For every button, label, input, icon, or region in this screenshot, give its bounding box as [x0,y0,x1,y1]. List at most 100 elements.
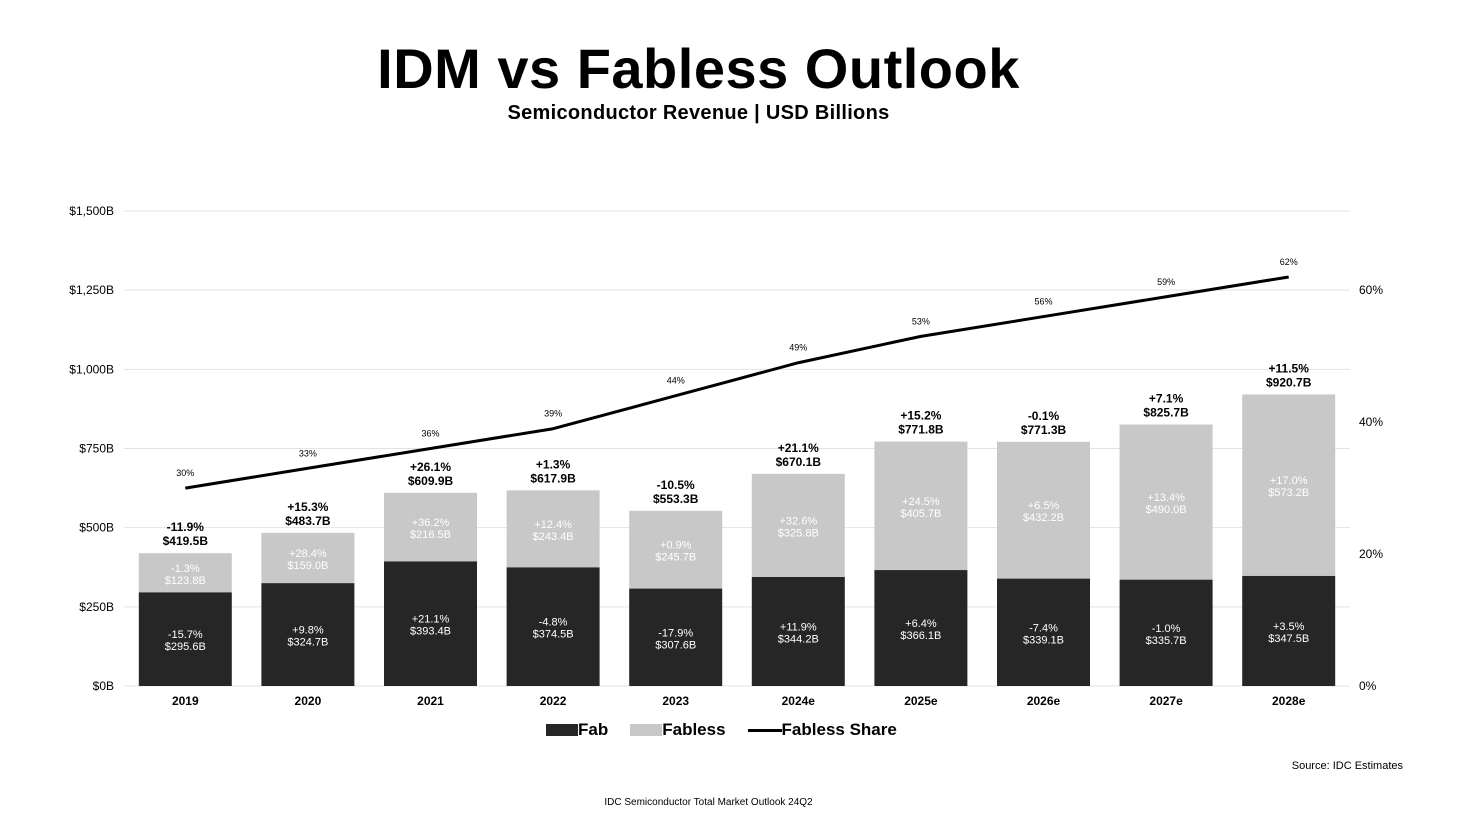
legend-item-share: Fabless Share [747,720,897,740]
share-point-label: 53% [912,316,930,326]
share-point-label: 56% [1034,297,1052,307]
total-value-label: $617.9B [530,471,576,485]
y2-tick-label: 0% [1359,679,1377,693]
legend-label-fabless: Fabless [662,720,726,739]
fabless-growth-label: +28.4% [289,548,327,560]
fab-growth-label: -17.9% [658,627,693,639]
fabless-growth-label: +24.5% [902,496,940,508]
fabless-value-label: $432.2B [1023,512,1064,524]
bar-fab [138,592,232,686]
x-tick-label: 2022 [540,694,567,708]
legend-label-share: Fabless Share [781,720,897,739]
x-tick-label: 2023 [662,694,689,708]
y-tick-label: $500B [79,521,114,535]
total-growth-label: +21.1% [778,441,819,455]
total-growth-label: -0.1% [1028,409,1060,423]
bar-fab [506,567,600,686]
fabless-growth-label: +0.9% [660,540,692,552]
total-growth-label: +11.5% [1269,361,1310,375]
share-point-label: 59% [1157,277,1175,287]
y2-tick-label: 20% [1359,547,1383,561]
fab-value-label: $347.5B [1268,633,1309,645]
share-point-label: 62% [1280,257,1298,267]
bar-fabless [384,492,477,562]
bar-fabless [629,510,723,589]
x-tick-label: 2021 [417,694,444,708]
total-growth-label: +15.3% [287,500,328,514]
fab-value-label: $324.7B [287,637,328,649]
x-tick-label: 2027e [1149,694,1183,708]
x-tick-label: 2024e [782,694,816,708]
fabless-value-label: $245.7B [655,552,696,564]
share-point-label: 30% [176,468,194,478]
y-tick-label: $1,000B [69,362,114,376]
legend-item-fab: Fab [546,720,608,740]
fabless-value-label: $159.0B [287,560,328,572]
legend-swatch-share [747,728,782,732]
bar-fabless [1119,424,1213,580]
fab-value-label: $295.6B [165,641,206,653]
total-growth-label: -11.9% [167,520,205,534]
fabless-value-label: $325.8B [778,527,819,539]
fabless-growth-label: +17.0% [1270,475,1308,487]
fabless-value-label: $573.2B [1268,487,1309,499]
share-point-label: 39% [544,409,562,419]
y-tick-label: $250B [79,600,114,614]
fab-value-label: $374.5B [533,629,574,641]
bar-fab [1119,579,1213,686]
fab-value-label: $307.6B [655,639,696,651]
fab-growth-label: +3.5% [1273,621,1305,633]
share-point-label: 49% [789,343,807,353]
fab-value-label: $393.4B [410,626,451,638]
share-point-label: 44% [667,376,685,386]
bar-fabless [997,441,1090,579]
fab-growth-label: -4.8% [539,617,568,629]
fab-value-label: $335.7B [1146,635,1187,647]
y-tick-label: $1,500B [69,204,114,218]
bar-fabless [261,532,355,584]
fabless-value-label: $123.8B [165,575,206,587]
footer-note: IDC Semiconductor Total Market Outlook 2… [604,797,813,808]
bar-fab [751,577,845,686]
total-value-label: $771.3B [1021,423,1067,437]
chart-subtitle: Semiconductor Revenue | USD Billions [507,102,890,124]
total-value-label: $609.9B [408,474,454,488]
share-point-label: 36% [421,429,439,439]
x-tick-label: 2020 [295,694,322,708]
fabless-share-line [185,275,1289,490]
fab-growth-label: +21.1% [412,614,450,626]
fab-value-label: $339.1B [1023,634,1064,646]
chart-title: IDM vs Fabless Outlook [377,37,1020,100]
fab-growth-label: -7.4% [1029,622,1058,634]
total-value-label: $670.1B [776,455,822,469]
fabless-growth-label: -1.3% [171,563,200,575]
fab-growth-label: +6.4% [905,618,937,630]
y-tick-label: $0B [93,679,114,693]
total-value-label: $419.5B [163,534,209,548]
total-value-label: $483.7B [285,514,331,528]
fabless-growth-label: +36.2% [412,517,450,529]
y2-tick-label: 60% [1359,283,1383,297]
x-tick-label: 2026e [1027,694,1061,708]
legend-swatch-fab [546,724,578,736]
total-value-label: $920.7B [1266,375,1312,389]
x-tick-label: 2019 [172,694,199,708]
total-value-label: $553.3B [653,492,699,506]
bar-fabless [751,473,845,578]
bar-fab [261,583,355,686]
x-tick-label: 2025e [904,694,938,708]
legend-item-fabless: Fabless [630,720,726,740]
fabless-growth-label: +32.6% [779,515,817,527]
total-value-label: $771.8B [898,423,944,437]
fabless-value-label: $405.7B [900,508,941,520]
y-tick-label: $750B [79,442,114,456]
total-growth-label: +15.2% [900,409,941,423]
legend-swatch-fabless [630,724,663,736]
fab-growth-label: +9.8% [292,625,324,637]
total-value-label: $825.7B [1143,406,1189,420]
x-tick-label: 2028e [1272,694,1306,708]
bar-fab [1242,575,1336,686]
total-growth-label: +1.3% [536,457,571,471]
fab-value-label: $366.1B [900,630,941,642]
